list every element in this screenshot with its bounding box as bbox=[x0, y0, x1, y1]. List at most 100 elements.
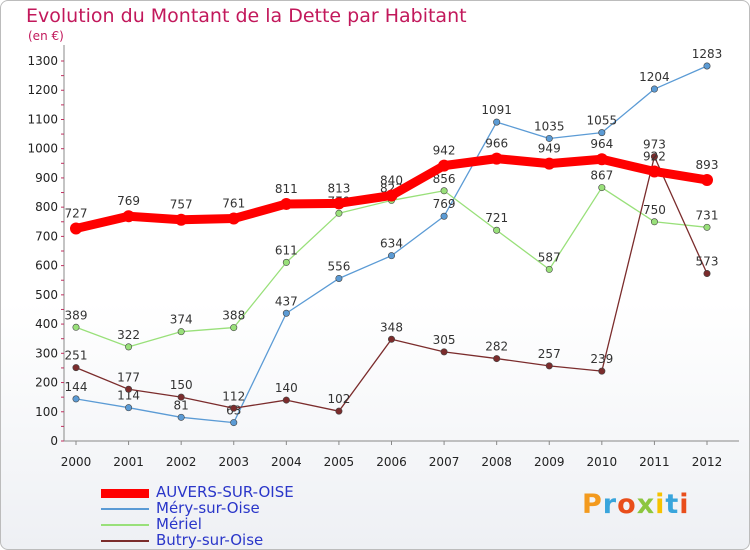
data-label: 973 bbox=[643, 138, 666, 152]
legend-label: Méry-sur-Oise bbox=[156, 499, 260, 517]
chart-title: Evolution du Montant de la Dette par Hab… bbox=[26, 5, 467, 27]
data-point bbox=[227, 212, 240, 225]
data-point bbox=[440, 212, 448, 220]
y-tick-label: 300 bbox=[35, 346, 58, 360]
data-label: 721 bbox=[485, 211, 508, 225]
data-point bbox=[282, 396, 290, 404]
data-point bbox=[650, 153, 658, 161]
data-label: 922 bbox=[643, 149, 666, 163]
x-tick-label: 2011 bbox=[639, 455, 670, 469]
data-point bbox=[703, 62, 711, 70]
data-point bbox=[230, 404, 238, 412]
data-point bbox=[72, 364, 80, 372]
data-label: 893 bbox=[696, 158, 719, 172]
data-label: 1035 bbox=[534, 119, 565, 133]
data-label: 769 bbox=[433, 197, 456, 211]
data-label: 966 bbox=[485, 137, 508, 151]
y-tick-label: 400 bbox=[35, 317, 58, 331]
y-tick-label: 500 bbox=[35, 288, 58, 302]
x-tick-label: 2005 bbox=[324, 455, 355, 469]
data-point bbox=[493, 118, 501, 126]
x-tick-label: 2007 bbox=[429, 455, 460, 469]
data-point bbox=[385, 189, 398, 202]
data-label: 437 bbox=[275, 294, 298, 308]
data-point bbox=[175, 213, 188, 226]
data-label: 348 bbox=[380, 320, 403, 334]
data-point bbox=[440, 348, 448, 356]
data-label: 389 bbox=[65, 308, 88, 322]
x-tick-label: 2009 bbox=[534, 455, 565, 469]
legend-swatch bbox=[101, 540, 149, 542]
data-point bbox=[545, 265, 553, 273]
logo-letter: P bbox=[582, 489, 603, 520]
legend-label: Mériel bbox=[156, 515, 202, 533]
data-label: 942 bbox=[433, 144, 456, 158]
logo-letter: i bbox=[655, 489, 666, 520]
y-tick-label: 700 bbox=[35, 229, 58, 243]
data-point bbox=[545, 134, 553, 142]
data-point bbox=[387, 335, 395, 343]
data-point bbox=[650, 85, 658, 93]
data-point bbox=[701, 173, 713, 186]
data-point bbox=[703, 270, 711, 278]
proxiti-logo: Proxiti bbox=[582, 489, 690, 520]
data-point bbox=[70, 222, 82, 235]
data-label: 867 bbox=[590, 169, 613, 183]
data-point bbox=[598, 367, 606, 375]
data-label: 813 bbox=[327, 181, 350, 195]
data-label: 611 bbox=[275, 243, 298, 257]
logo-letter: t bbox=[665, 489, 680, 520]
data-label: 1091 bbox=[481, 103, 512, 117]
chart-subtitle: (en €) bbox=[28, 29, 64, 43]
data-label: 322 bbox=[117, 328, 140, 342]
x-tick-label: 2002 bbox=[166, 455, 197, 469]
data-label: 573 bbox=[696, 255, 719, 269]
data-label: 731 bbox=[696, 208, 719, 222]
data-point bbox=[335, 209, 343, 217]
data-point bbox=[230, 324, 238, 332]
legend-label: AUVERS-SUR-OISE bbox=[156, 483, 294, 501]
data-label: 305 bbox=[433, 333, 456, 347]
data-point bbox=[493, 226, 501, 234]
data-label: 177 bbox=[117, 370, 140, 384]
x-tick-label: 2003 bbox=[218, 455, 249, 469]
x-tick-label: 2000 bbox=[61, 455, 92, 469]
y-tick-label: 100 bbox=[35, 405, 58, 419]
x-tick-label: 2012 bbox=[692, 455, 723, 469]
data-point bbox=[125, 343, 133, 351]
data-label: 757 bbox=[170, 198, 193, 212]
data-point bbox=[282, 258, 290, 266]
data-label: 1283 bbox=[692, 47, 723, 61]
data-label: 388 bbox=[222, 309, 245, 323]
data-label: 634 bbox=[380, 237, 403, 251]
data-label: 856 bbox=[433, 172, 456, 186]
data-point bbox=[72, 323, 80, 331]
data-label: 81 bbox=[174, 398, 189, 412]
data-label: 761 bbox=[222, 197, 245, 211]
data-label: 840 bbox=[380, 173, 403, 187]
legend-label: Butry-sur-Oise bbox=[156, 531, 264, 549]
legend-swatch bbox=[101, 508, 149, 510]
data-point bbox=[440, 187, 448, 195]
y-tick-label: 1300 bbox=[27, 54, 58, 68]
data-label: 257 bbox=[538, 347, 561, 361]
x-tick-label: 2010 bbox=[587, 455, 618, 469]
x-tick-label: 2008 bbox=[481, 455, 512, 469]
data-label: 150 bbox=[170, 378, 193, 392]
data-label: 374 bbox=[170, 313, 193, 327]
data-point bbox=[648, 165, 661, 178]
data-point bbox=[177, 328, 185, 336]
data-label: 769 bbox=[117, 194, 140, 208]
data-point bbox=[545, 362, 553, 370]
data-label: 556 bbox=[327, 259, 350, 273]
data-point bbox=[438, 159, 451, 172]
y-tick-label: 200 bbox=[35, 376, 58, 390]
data-label: 1204 bbox=[639, 70, 670, 84]
x-tick-label: 2006 bbox=[376, 455, 407, 469]
data-label: 282 bbox=[485, 340, 508, 354]
y-tick-label: 800 bbox=[35, 200, 58, 214]
data-point bbox=[332, 197, 345, 210]
data-label: 102 bbox=[327, 392, 350, 406]
y-tick-label: 900 bbox=[35, 171, 58, 185]
